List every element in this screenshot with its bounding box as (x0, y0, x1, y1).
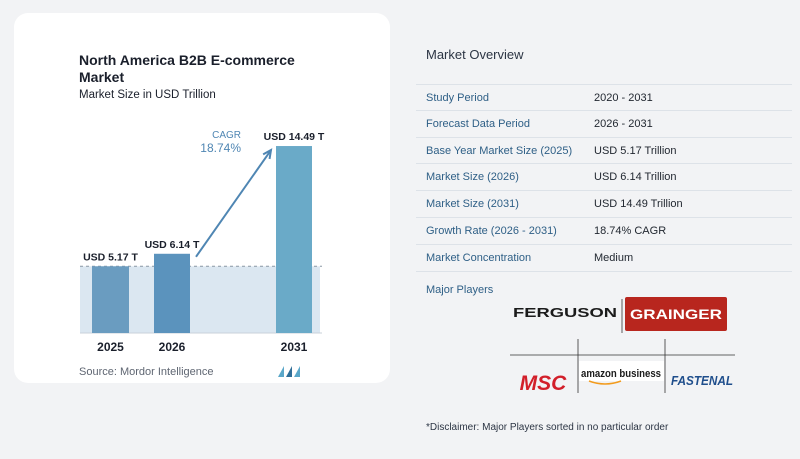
overview-row-value: 18.74% CAGR (594, 224, 667, 237)
bar-2031 (276, 146, 312, 333)
mordor-logo-icon (278, 366, 300, 377)
source-text: Source: Mordor Intelligence (79, 366, 214, 378)
overview-row-label: Base Year Market Size (2025) (426, 144, 573, 157)
grainger-logo: GRAINGER (625, 297, 727, 331)
x-tick-2025: 2025 (97, 340, 124, 354)
svg-text:amazon business: amazon business (581, 368, 661, 380)
overview-row-label: Study Period (426, 92, 489, 104)
overview-row-label: Forecast Data Period (426, 117, 530, 130)
overview-row: Forecast Data Period 2026 - 2031 (416, 111, 792, 138)
overview-row-value: USD 14.49 Trillion (594, 198, 683, 211)
svg-text:MSC: MSC (520, 372, 568, 395)
overview-row: Market Size (2026) USD 6.14 Trillion (416, 164, 792, 192)
overview-row-value: USD 6.14 Trillion (594, 171, 677, 184)
disclaimer-text: *Disclaimer: Major Players sorted in no … (426, 422, 669, 433)
msc-logo: MSC (520, 372, 568, 395)
svg-text:GRAINGER: GRAINGER (630, 306, 722, 322)
overview-row-label: Market Size (2026) (426, 171, 519, 184)
bar-2025 (92, 266, 129, 333)
overview-row-label: Growth Rate (2026 - 2031) (426, 224, 557, 237)
cagr-label: CAGR (212, 130, 241, 141)
data-label-2025: USD 5.17 T (83, 251, 138, 263)
chart-subtitle: Market Size in USD Trillion (79, 89, 216, 101)
fastenal-logo: FASTENAL (671, 373, 733, 388)
cagr-arrowhead (262, 148, 273, 160)
ferguson-logo: FERGUSON (513, 305, 617, 320)
chart-title: North America B2B E-commerce Market (79, 52, 295, 85)
cagr-arrow (195, 149, 272, 258)
svg-text:FERGUSON: FERGUSON (513, 305, 617, 320)
overview-row: Market Concentration Medium (416, 245, 792, 272)
overview-row-label: Market Concentration (426, 251, 532, 264)
market-overview-title: Market Overview (426, 47, 524, 62)
overview-row-value: 2020 - 2031 (594, 92, 653, 104)
bar-2026 (154, 253, 190, 333)
overview-row-value: Medium (594, 251, 634, 264)
x-tick-2026: 2026 (159, 340, 186, 354)
x-tick-2031: 2031 (281, 340, 308, 354)
overview-row: Base Year Market Size (2025) USD 5.17 Tri… (416, 138, 792, 165)
major-players-title: Major Players (426, 284, 494, 296)
market-overview-table: Study Period 2020 - 2031 Forecast Data Per… (416, 84, 792, 272)
major-players-logos: FERGUSON GRAINGER MSC amazon business FASTEN… (510, 297, 735, 395)
overview-row: Study Period 2020 - 2031 (416, 84, 792, 111)
amazon-business-logo: amazon business (579, 361, 664, 385)
svg-text:FASTENAL: FASTENAL (671, 373, 733, 388)
overview-row: Market Size (2031) USD 14.49 Trillion (416, 191, 792, 218)
cagr-value: 18.74% (200, 141, 241, 155)
overview-row: Growth Rate (2026 - 2031) 18.74% CAGR (416, 218, 792, 245)
data-label-2026: USD 6.14 T (145, 239, 200, 251)
data-label-2031: USD 14.49 T (264, 131, 325, 143)
overview-row-label: Market Size (2031) (426, 198, 519, 211)
overview-row-value: USD 5.17 Trillion (594, 144, 677, 157)
overview-row-value: 2026 - 2031 (594, 117, 653, 130)
